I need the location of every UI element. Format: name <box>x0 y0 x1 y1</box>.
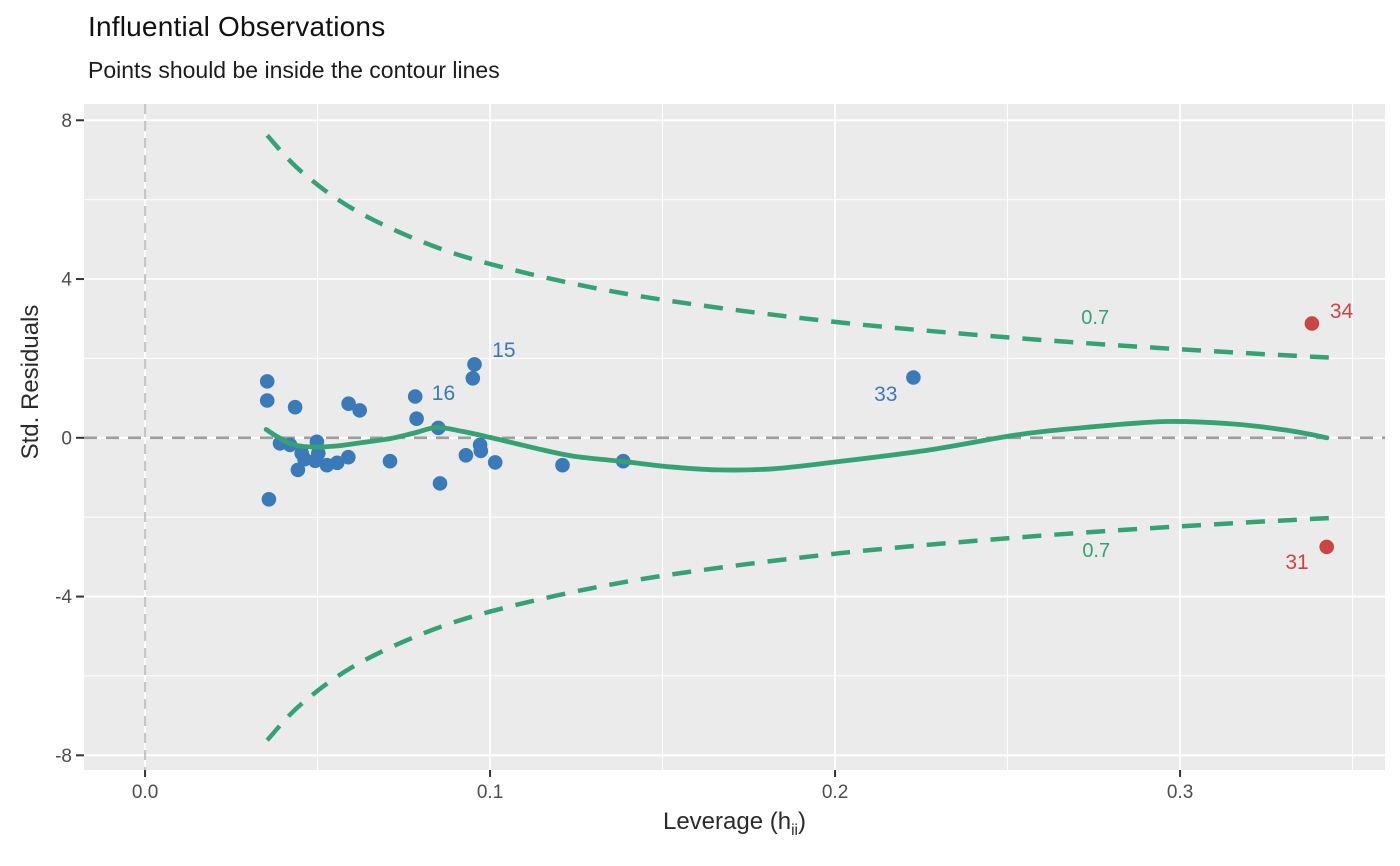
data-point <box>458 448 474 463</box>
data-point <box>487 455 503 470</box>
chart-title: Influential Observations <box>88 11 386 42</box>
y-tick-label: 8 <box>61 111 72 132</box>
influential-data-point <box>1319 539 1334 555</box>
data-point <box>906 370 921 385</box>
point-label-15: 15 <box>492 339 515 362</box>
data-point <box>407 389 423 404</box>
x-axis-title: Leverage (hii) <box>84 808 1385 840</box>
cooks-contour-lower <box>265 515 1331 742</box>
data-point <box>382 453 398 469</box>
data-point <box>307 453 323 469</box>
contour-level-label: 0.7 <box>1081 307 1109 329</box>
data-point <box>555 457 570 473</box>
data-point <box>409 411 424 427</box>
data-point <box>341 396 356 412</box>
data-point <box>287 399 303 415</box>
x-tick-label: 0.0 <box>132 782 158 803</box>
smooth-line <box>263 419 1330 473</box>
data-point <box>261 492 277 507</box>
point-label-31: 31 <box>1285 551 1308 574</box>
point-label-16: 16 <box>432 382 455 405</box>
point-label-34: 34 <box>1330 300 1354 323</box>
x-axis-title-prefix: Leverage (h <box>662 808 792 835</box>
data-point <box>432 476 448 491</box>
y-axis-title: Std. Residuals <box>17 304 44 460</box>
chart-subtitle: Points should be inside the contour line… <box>88 57 500 83</box>
data-point <box>467 357 482 372</box>
x-tick-label: 0.1 <box>477 782 503 803</box>
y-tick-label: 0 <box>61 428 72 449</box>
data-point <box>259 374 275 389</box>
data-point <box>341 449 356 465</box>
x-axis-title-subscript: ii <box>791 821 799 839</box>
cooks-contour-upper <box>265 133 1331 360</box>
x-tick-label: 0.2 <box>822 782 848 803</box>
point-label-33: 33 <box>874 383 897 406</box>
y-tick-label: -8 <box>55 746 72 767</box>
data-point <box>290 462 306 478</box>
y-tick-label: 4 <box>61 270 72 291</box>
data-point <box>352 403 368 418</box>
data-point <box>473 443 489 459</box>
data-point <box>465 371 481 386</box>
x-axis-title-suffix: ) <box>798 808 807 835</box>
data-point <box>329 455 345 471</box>
x-tick-label: 0.3 <box>1167 782 1193 803</box>
influential-data-point <box>1304 316 1320 331</box>
y-tick-label: -4 <box>55 587 72 608</box>
data-point <box>259 393 275 408</box>
contour-level-label: 0.7 <box>1082 540 1110 562</box>
data-point <box>297 451 312 467</box>
